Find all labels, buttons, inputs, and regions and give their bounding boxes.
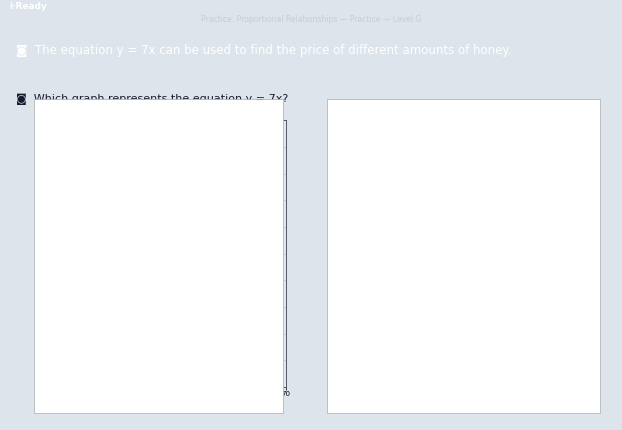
Point: [494, 224, 504, 230]
Title: Honey Pricing: Honey Pricing: [443, 108, 511, 118]
Text: Practice: Proportional Relationships — Practice — Level G: Practice: Proportional Relationships — P…: [201, 15, 421, 24]
Y-axis label: Price (dollars): Price (dollars): [47, 224, 55, 283]
Text: ◙  The equation y = 7x can be used to find the price of different amounts of hon: ◙ The equation y = 7x can be used to fin…: [16, 44, 511, 57]
Text: i·Ready: i·Ready: [9, 3, 47, 12]
X-axis label: Honey (lb): Honey (lb): [157, 400, 201, 409]
Point: [195, 224, 205, 230]
Point: [152, 277, 162, 284]
Point: [539, 170, 549, 177]
Title: Honey Pricing: Honey Pricing: [145, 108, 213, 118]
Y-axis label: Price (dollars): Price (dollars): [342, 224, 351, 283]
Point: [238, 170, 248, 177]
Point: [450, 277, 460, 284]
Point: [109, 330, 119, 337]
Point: [406, 330, 416, 337]
X-axis label: Honey (lb): Honey (lb): [455, 400, 499, 409]
Text: ◙  Which graph represents the equation y = 7x?: ◙ Which graph represents the equation y …: [16, 93, 288, 104]
